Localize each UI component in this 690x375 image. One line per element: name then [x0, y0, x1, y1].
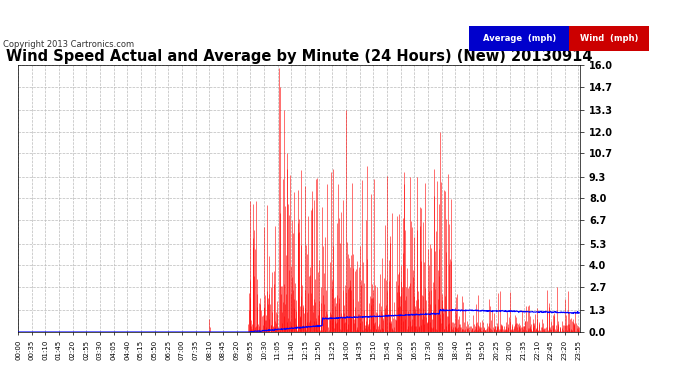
- Text: Wind  (mph): Wind (mph): [580, 34, 638, 43]
- Title: Wind Speed Actual and Average by Minute (24 Hours) (New) 20130914: Wind Speed Actual and Average by Minute …: [6, 49, 592, 64]
- Text: Copyright 2013 Cartronics.com: Copyright 2013 Cartronics.com: [3, 40, 135, 49]
- Text: Average  (mph): Average (mph): [482, 34, 556, 43]
